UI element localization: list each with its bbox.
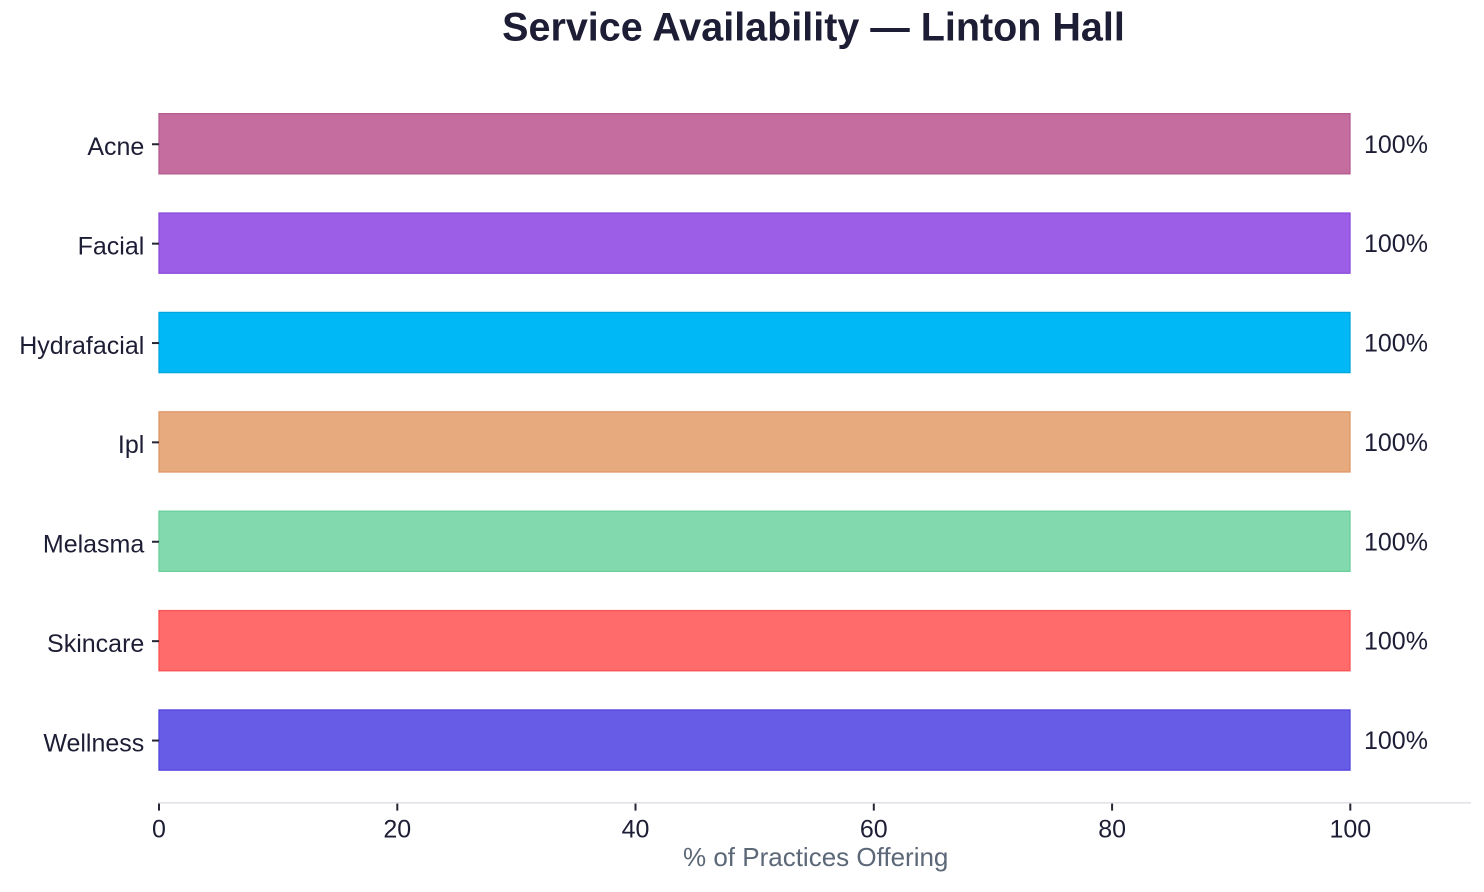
svg-text:% of Practices Offering: % of Practices Offering (683, 842, 948, 872)
svg-text:Service Availability — Linton: Service Availability — Linton Hall (502, 6, 1125, 50)
svg-text:60: 60 (860, 815, 888, 843)
svg-text:100: 100 (1329, 815, 1371, 843)
svg-text:40: 40 (622, 815, 650, 843)
svg-text:Skincare: Skincare (47, 630, 144, 658)
svg-text:Acne: Acne (87, 133, 144, 161)
svg-text:80: 80 (1098, 815, 1126, 843)
svg-text:100%: 100% (1364, 727, 1428, 755)
svg-text:Hydrafacial: Hydrafacial (19, 332, 144, 360)
svg-text:100%: 100% (1364, 131, 1428, 159)
svg-text:Wellness: Wellness (43, 729, 144, 757)
svg-text:Facial: Facial (78, 232, 145, 260)
svg-text:Ipl: Ipl (118, 431, 144, 459)
svg-text:100%: 100% (1364, 330, 1428, 358)
svg-text:20: 20 (383, 815, 411, 843)
svg-text:100%: 100% (1364, 628, 1428, 656)
svg-text:100%: 100% (1364, 429, 1428, 457)
svg-text:100%: 100% (1364, 230, 1428, 258)
svg-text:Melasma: Melasma (43, 530, 145, 558)
svg-text:100%: 100% (1364, 528, 1428, 556)
svg-text:0: 0 (152, 815, 166, 843)
